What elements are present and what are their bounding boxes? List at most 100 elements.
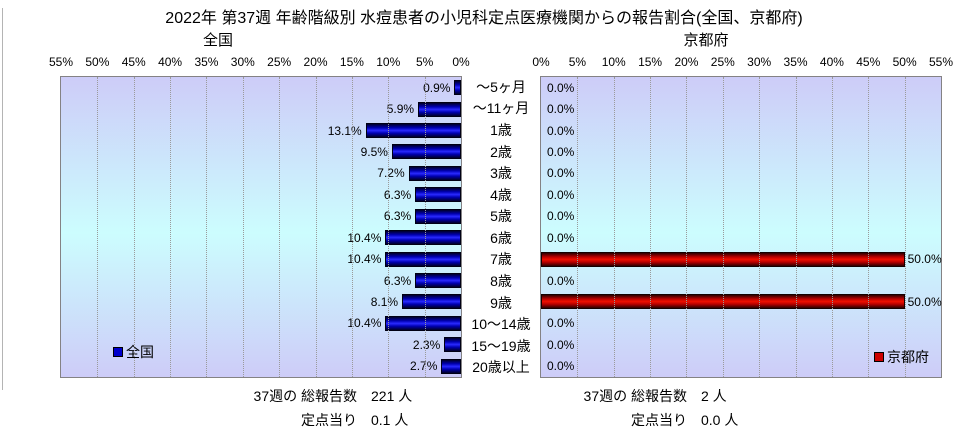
bar-row-kyoto: 0.0% (541, 270, 941, 291)
value-label-national: 8.1% (370, 294, 399, 309)
axis-tick-kyoto: 10% (601, 55, 626, 69)
axis-tick-kyoto: 25% (710, 55, 735, 69)
subtitle-kyoto: 京都府 (683, 32, 729, 49)
legend-swatch-kyoto (874, 352, 884, 362)
legend-swatch-national (113, 347, 123, 357)
bar-national (415, 273, 461, 288)
plot-area-kyoto: 0.0% 0.0% 0.0% 0.0% 0.0% 0.0% 0.0% 0.0% 50.0% 0.0… (540, 76, 942, 378)
subtitle-national: 全国 (202, 32, 233, 49)
gridline (795, 77, 797, 377)
category-label: 4歳 (490, 186, 512, 203)
axis-tick-national: 15% (339, 55, 364, 69)
bar-row-national: 2.7% (61, 355, 461, 376)
value-label-kyoto: 50.0% (907, 294, 942, 309)
kyoto-per-sentinel-label: 定点当り (631, 412, 687, 428)
value-label-kyoto: 0.0% (547, 209, 575, 224)
value-label-national: 5.9% (386, 102, 415, 117)
category-label: ～5ヶ月 (476, 78, 526, 95)
bar-row-national: 0.9% (61, 77, 461, 98)
bar-row-kyoto: 0.0% (541, 98, 941, 119)
gridline (315, 77, 317, 377)
axis-tick-kyoto: 15% (638, 55, 663, 69)
axis-tick-kyoto: 55% (928, 55, 954, 69)
axis-tick-kyoto: 5% (568, 55, 587, 69)
bar-row-national: 2.3% (61, 334, 461, 355)
bar-row-kyoto: 0.0% (541, 141, 941, 162)
value-label-kyoto: 0.0% (547, 144, 575, 159)
bar-national (415, 187, 461, 203)
bar-row-kyoto: 50.0% (541, 248, 942, 269)
gridline (206, 77, 208, 377)
category-label: 6歳 (490, 229, 512, 246)
value-label-kyoto: 0.0% (547, 123, 575, 138)
gridline (613, 77, 615, 377)
axis-tick-national: 5% (415, 55, 434, 69)
legend-label-national: 全国 (126, 344, 154, 360)
category-label: ～11ヶ月 (472, 100, 530, 117)
value-label-national: 2.3% (412, 337, 441, 352)
axis-tick-national: 40% (158, 55, 183, 69)
axis-tick-kyoto: 20% (674, 55, 699, 69)
value-label-kyoto: 0.0% (547, 337, 575, 352)
bar-row-kyoto: 0.0% (541, 184, 941, 205)
gridline (97, 77, 99, 377)
axis-tick-kyoto: 50% (892, 55, 917, 69)
bar-row-national: 6.3% (61, 184, 461, 205)
bar-row-kyoto: 0.0% (541, 206, 941, 227)
axis-tick-kyoto: 40% (819, 55, 844, 69)
axis-tick-national: 30% (230, 55, 255, 69)
category-label: 8歳 (490, 272, 512, 289)
axis-tick-national: 55% (48, 55, 74, 69)
bar-national (408, 165, 461, 181)
legend-kyoto: 京都府 (874, 347, 929, 367)
gridline (759, 77, 761, 377)
bar-row-kyoto: 50.0% (541, 291, 942, 312)
gridline (279, 77, 281, 377)
bar-national (444, 337, 461, 353)
bar-national (441, 358, 461, 374)
chart-frame-edge (2, 8, 3, 390)
gridline (170, 77, 172, 377)
gridline (868, 77, 870, 377)
value-label-kyoto: 0.0% (547, 359, 575, 374)
category-label: 20歳以上 (472, 359, 530, 376)
bar-row-national: 13.1% (61, 120, 461, 141)
value-label-national: 7.2% (377, 166, 405, 181)
bar-row-kyoto: 0.0% (541, 163, 941, 184)
gridline (424, 77, 426, 377)
value-label-kyoto: 0.0% (547, 316, 575, 331)
bar-national (365, 123, 461, 139)
value-label-national: 0.9% (423, 80, 451, 95)
value-label-kyoto: 0.0% (547, 273, 575, 288)
gridline (722, 77, 724, 377)
bar-row-national: 8.1% (61, 291, 461, 312)
category-label: 1歳 (490, 121, 512, 138)
gridline (133, 77, 135, 377)
value-label-national: 6.3% (383, 187, 412, 202)
bar-row-kyoto: 0.0% (541, 77, 941, 98)
bar-national (454, 80, 461, 96)
gridline (577, 77, 579, 377)
bar-row-kyoto: 0.0% (541, 120, 941, 141)
value-label-national: 10.4% (347, 316, 382, 331)
value-label-national: 6.3% (383, 209, 412, 224)
national-total-label: 37週の 総報告数 (253, 388, 357, 404)
gridline (650, 77, 652, 377)
legend-label-kyoto: 京都府 (887, 349, 929, 365)
gridline (351, 77, 353, 377)
gridline (904, 77, 906, 377)
bar-row-national: 6.3% (61, 270, 461, 291)
bar-national (391, 144, 461, 160)
bar-row-national: 10.4% (61, 313, 461, 334)
axis-tick-national: 50% (85, 55, 110, 69)
bar-row-national: 7.2% (61, 163, 461, 184)
value-label-national: 10.4% (347, 252, 382, 267)
value-label-national: 6.3% (383, 273, 412, 288)
value-label-national: 10.4% (347, 230, 382, 245)
bar-row-national: 9.5% (61, 141, 461, 162)
bar-row-kyoto: 0.0% (541, 334, 941, 355)
category-label: 3歳 (490, 165, 512, 182)
value-label-kyoto: 50.0% (907, 252, 942, 267)
bar-national (385, 251, 461, 267)
bar-row-national: 6.3% (61, 206, 461, 227)
